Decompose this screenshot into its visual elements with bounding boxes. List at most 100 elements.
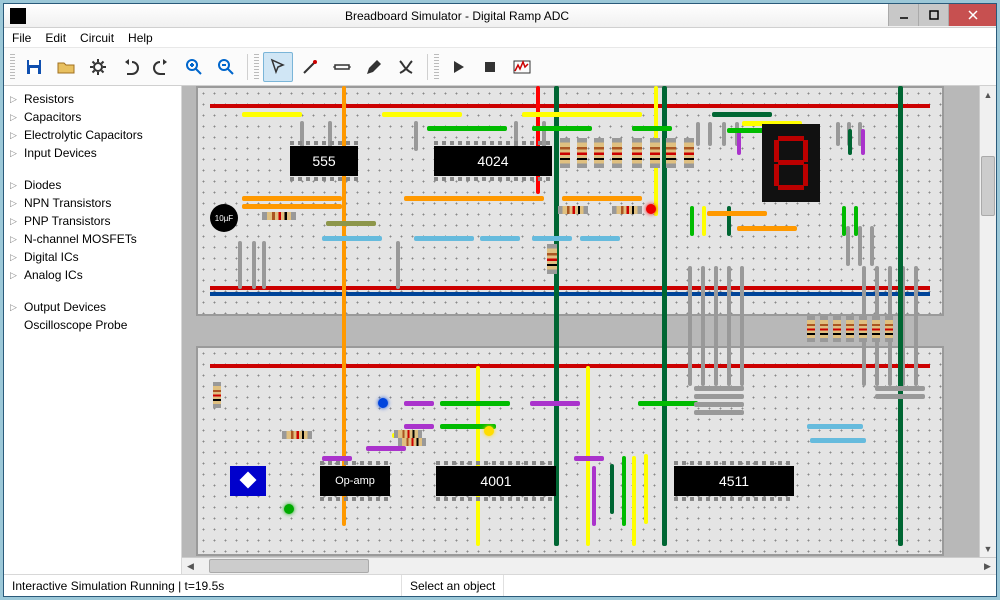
wire[interactable] [562,196,642,201]
play-button[interactable] [443,52,473,82]
ic-chip[interactable]: 4001 [436,466,556,496]
jumper-wire[interactable] [708,122,712,146]
ic-chip[interactable]: Op-amp [320,466,390,496]
probe-button[interactable] [295,52,325,82]
wire[interactable] [404,196,544,201]
wire[interactable] [694,386,744,391]
wire[interactable] [530,401,580,406]
zoom-in-button[interactable] [179,52,209,82]
sidebar-item[interactable]: ▷Capacitors [4,108,181,126]
wire[interactable] [807,424,863,429]
power-rail[interactable] [210,292,930,296]
led[interactable] [284,504,294,514]
resistor[interactable] [833,316,841,342]
jumper-wire[interactable] [836,122,840,146]
resistor[interactable] [872,316,880,342]
jumper-wire[interactable] [854,206,858,236]
wire[interactable] [694,402,744,407]
jumper-wire[interactable] [688,266,692,386]
seven-segment-display[interactable] [762,124,820,202]
jumper-wire[interactable] [701,266,705,386]
capacitor[interactable]: 10µF [210,204,238,232]
vertical-scrollbar[interactable]: ▲ ▼ [979,86,996,557]
jumper-wire[interactable] [714,266,718,386]
jumper-wire[interactable] [740,266,744,386]
wire[interactable] [404,424,434,429]
jumper-wire[interactable] [262,241,266,289]
potentiometer[interactable] [230,466,266,496]
jumper-wire[interactable] [914,266,918,386]
wire[interactable] [366,446,406,451]
breadboard-canvas[interactable]: 5554024Op-amp4001451110µF [182,86,996,557]
sidebar-item[interactable]: Oscilloscope Probe [4,316,181,334]
jumper-wire[interactable] [842,206,846,236]
resistor[interactable] [594,138,604,168]
sidebar-item[interactable]: ▷Input Devices [4,144,181,162]
close-button[interactable] [948,4,996,26]
resistor[interactable] [612,138,622,168]
sidebar-item[interactable]: ▷PNP Transistors [4,212,181,230]
wire[interactable] [532,126,592,131]
sidebar-item[interactable]: ▷NPN Transistors [4,194,181,212]
resistor[interactable] [632,138,642,168]
wire[interactable] [644,454,648,524]
zoom-out-button[interactable] [211,52,241,82]
sidebar-item[interactable]: ▷N-channel MOSFETs [4,230,181,248]
breadboard[interactable] [196,346,944,556]
sidebar-item[interactable]: ▷Digital ICs [4,248,181,266]
wire[interactable] [707,211,767,216]
power-rail[interactable] [210,286,930,290]
wire[interactable] [326,221,376,226]
jumper-wire[interactable] [858,226,862,266]
wire[interactable] [404,401,434,406]
jumper-wire[interactable] [414,121,418,151]
ic-chip[interactable]: 4511 [674,466,794,496]
open-button[interactable] [51,52,81,82]
undo-button[interactable] [115,52,145,82]
wire[interactable] [632,126,672,131]
resistor[interactable] [612,206,642,214]
resistor[interactable] [282,431,312,439]
scroll-left-button[interactable]: ◀ [182,558,199,575]
jumper-wire[interactable] [252,241,256,289]
wire[interactable] [810,438,866,443]
menu-edit[interactable]: Edit [45,31,66,45]
jumper-wire[interactable] [848,129,852,155]
select-button[interactable] [263,52,293,82]
wire[interactable] [632,456,636,546]
wire[interactable] [638,401,698,406]
cut-button[interactable] [391,52,421,82]
horizontal-scrollbar[interactable]: ◀ ▶ [182,557,996,574]
power-rail[interactable] [210,104,930,108]
resistor[interactable] [560,138,570,168]
jumper-wire[interactable] [702,206,706,236]
wire[interactable] [322,236,382,241]
resistor[interactable] [859,316,867,342]
resistor[interactable] [394,430,422,438]
menu-circuit[interactable]: Circuit [80,31,114,45]
jumper-wire[interactable] [396,241,400,289]
scroll-up-button[interactable]: ▲ [980,86,996,103]
settings-button[interactable] [83,52,113,82]
jumper-wire[interactable] [696,122,700,146]
jumper-wire[interactable] [722,122,726,146]
wire[interactable] [712,112,772,117]
redo-button[interactable] [147,52,177,82]
ic-chip[interactable]: 4024 [434,146,552,176]
wire[interactable] [898,86,903,546]
jumper-wire[interactable] [238,241,242,289]
sidebar-item[interactable]: ▷Resistors [4,90,181,108]
resistor[interactable] [666,138,676,168]
wire[interactable] [694,394,744,399]
jumper-wire[interactable] [727,266,731,386]
resistor[interactable] [846,316,854,342]
wire[interactable] [580,236,620,241]
draw-button[interactable] [359,52,389,82]
resistor[interactable] [577,138,587,168]
led[interactable] [484,426,494,436]
wire[interactable] [414,236,474,241]
wire[interactable] [476,366,480,546]
wire[interactable] [875,386,925,391]
led[interactable] [646,204,656,214]
resistor[interactable] [547,244,557,274]
